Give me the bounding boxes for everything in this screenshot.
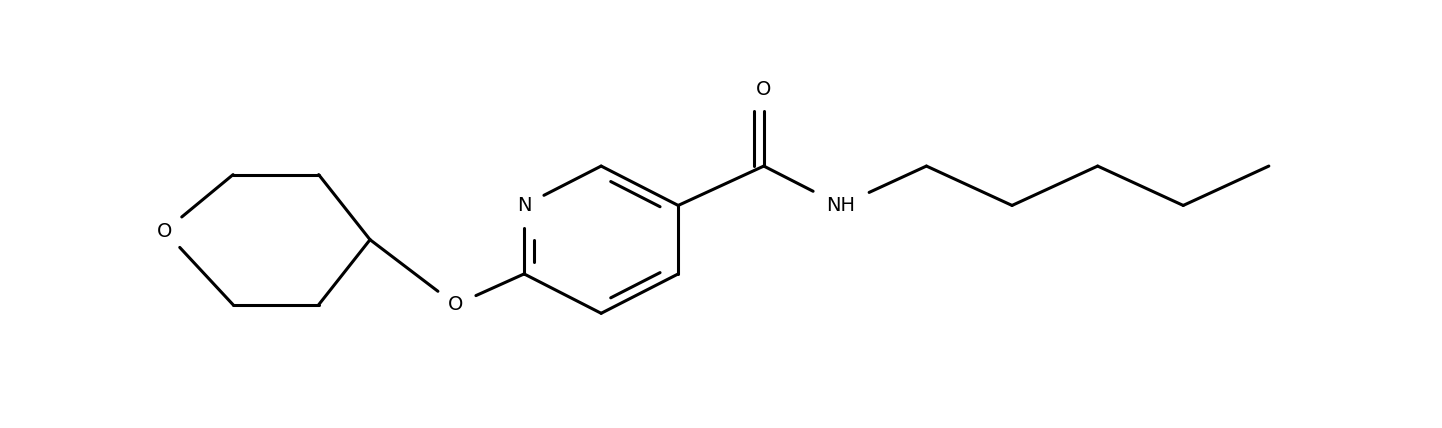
Text: O: O	[157, 222, 172, 241]
Text: O: O	[756, 80, 771, 98]
Text: NH: NH	[826, 196, 855, 215]
Text: O: O	[448, 295, 463, 314]
Text: N: N	[516, 196, 531, 215]
